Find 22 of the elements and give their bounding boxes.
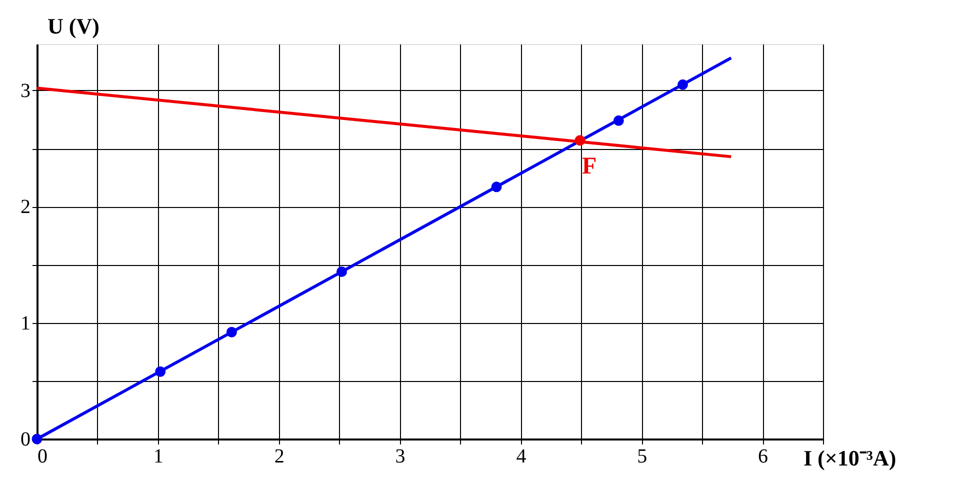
point	[336, 266, 347, 277]
y-axis-title: U (V)	[48, 14, 100, 38]
point	[574, 135, 586, 146]
x-tick-label: 2	[274, 446, 284, 468]
x-tick-label: 5	[637, 446, 648, 468]
point	[226, 326, 237, 338]
y-tick-label: 0	[20, 428, 30, 450]
x-tick-label: 3	[395, 446, 406, 468]
x-tick-label: 0	[38, 446, 48, 468]
x-axis-title: I (×10⁻³A)	[804, 446, 896, 470]
annotation: F	[582, 153, 597, 180]
y-tick-label: 2	[20, 196, 30, 218]
x-tick-label: 4	[516, 446, 526, 468]
y-tick-label: 1	[20, 312, 30, 334]
point	[491, 182, 502, 192]
point	[155, 366, 166, 377]
point	[677, 79, 688, 90]
point	[613, 115, 624, 126]
x-tick-label: 1	[153, 446, 164, 468]
y-tick-label: 3	[20, 80, 30, 102]
point	[32, 434, 42, 444]
x-tick-label: 6	[758, 446, 768, 468]
